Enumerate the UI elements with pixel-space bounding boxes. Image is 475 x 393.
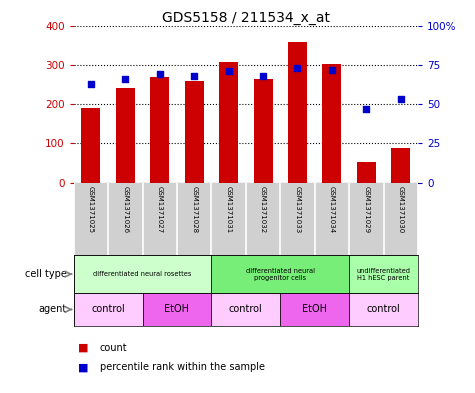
Point: [225, 68, 232, 74]
Title: GDS5158 / 211534_x_at: GDS5158 / 211534_x_at: [162, 11, 330, 24]
Point: [362, 106, 370, 112]
Text: control: control: [229, 305, 263, 314]
Text: GSM1371028: GSM1371028: [191, 186, 197, 233]
Point: [156, 71, 163, 77]
Text: GSM1371025: GSM1371025: [88, 186, 94, 233]
Text: ■: ■: [78, 343, 89, 353]
Text: undifferentiated
H1 hESC parent: undifferentiated H1 hESC parent: [357, 268, 410, 281]
Bar: [357, 162, 376, 183]
Bar: [219, 62, 238, 183]
Text: GSM1371033: GSM1371033: [294, 186, 301, 233]
Text: percentile rank within the sample: percentile rank within the sample: [100, 362, 265, 373]
Text: control: control: [367, 305, 400, 314]
Text: agent: agent: [38, 305, 66, 314]
Point: [190, 73, 198, 79]
Bar: [280, 293, 349, 326]
Text: GSM1371034: GSM1371034: [329, 186, 335, 233]
Text: control: control: [91, 305, 125, 314]
Bar: [185, 81, 204, 183]
Text: count: count: [100, 343, 127, 353]
Text: GSM1371027: GSM1371027: [157, 186, 163, 233]
Point: [294, 65, 301, 71]
Bar: [150, 77, 169, 183]
Text: EtOH: EtOH: [164, 305, 190, 314]
Point: [87, 81, 95, 87]
Point: [122, 76, 129, 82]
Bar: [349, 293, 418, 326]
Bar: [211, 293, 280, 326]
Text: GSM1371029: GSM1371029: [363, 186, 370, 233]
Bar: [74, 255, 211, 293]
Text: GSM1371030: GSM1371030: [398, 186, 404, 233]
Bar: [142, 293, 211, 326]
Point: [397, 96, 405, 103]
Point: [259, 73, 267, 79]
Bar: [323, 64, 342, 183]
Text: GSM1371031: GSM1371031: [226, 186, 232, 233]
Bar: [74, 293, 142, 326]
Text: ■: ■: [78, 362, 89, 373]
Bar: [116, 88, 135, 183]
Bar: [349, 255, 418, 293]
Bar: [211, 255, 349, 293]
Text: differentiated neural
progenitor cells: differentiated neural progenitor cells: [246, 268, 315, 281]
Point: [328, 66, 336, 73]
Bar: [81, 108, 100, 183]
Text: GSM1371032: GSM1371032: [260, 186, 266, 233]
Bar: [391, 148, 410, 183]
Bar: [288, 42, 307, 183]
Text: EtOH: EtOH: [302, 305, 327, 314]
Text: cell type: cell type: [25, 269, 67, 279]
Text: differentiated neural rosettes: differentiated neural rosettes: [93, 271, 192, 277]
Text: GSM1371026: GSM1371026: [122, 186, 128, 233]
Bar: [254, 79, 273, 183]
